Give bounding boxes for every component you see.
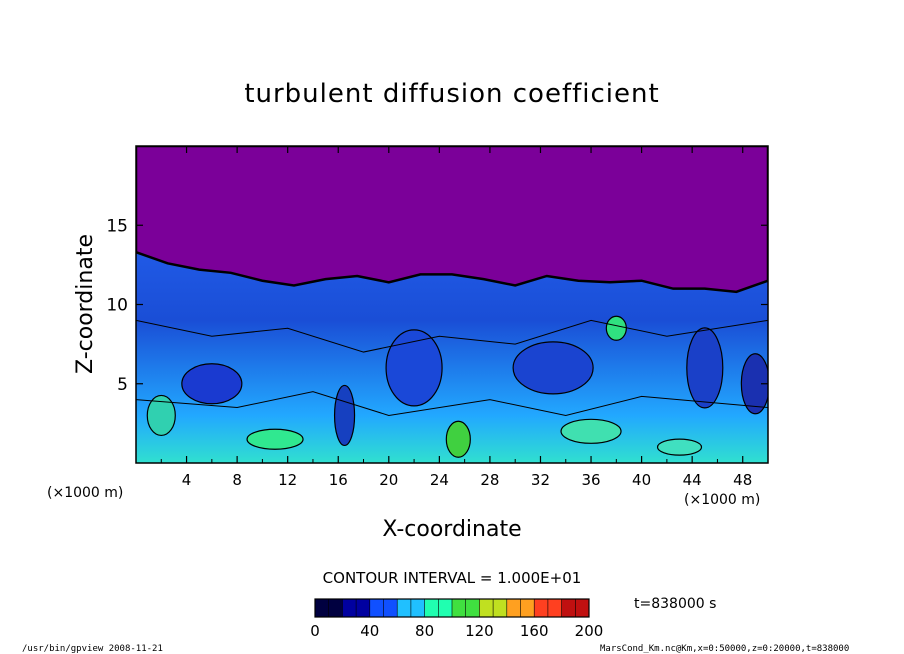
colorbar-tick-label: 200 xyxy=(575,622,604,640)
x-tick-label: 44 xyxy=(683,471,702,489)
footer-right: MarsCond_Km.nc@Km,x=0:50000,z=0:20000,t=… xyxy=(600,644,849,654)
eddy xyxy=(181,363,243,405)
field-features xyxy=(136,315,768,458)
x-tick-label: 8 xyxy=(232,471,242,489)
eddy xyxy=(512,341,594,395)
x-tick-label: 24 xyxy=(430,471,449,489)
y-axis: 5 10 15 xyxy=(106,216,768,395)
eddy xyxy=(656,438,703,456)
x-tick-label: 28 xyxy=(480,471,499,489)
eddy xyxy=(246,428,304,450)
time-label: t=838000 s xyxy=(634,596,716,612)
y-tick-label: 15 xyxy=(106,216,128,236)
colorbar xyxy=(314,599,590,617)
x-tick-label: 48 xyxy=(733,471,752,489)
eddy xyxy=(445,420,471,458)
x-unit-left: (×1000 m) xyxy=(47,485,123,501)
contour-line xyxy=(136,391,768,416)
colorbar-ticks: 0 40 80 120 160 200 xyxy=(310,622,603,640)
x-tick-label: 20 xyxy=(379,471,398,489)
x-unit-right: (×1000 m) xyxy=(684,492,760,508)
upper-region xyxy=(136,146,768,294)
colorbar-tick-label: 120 xyxy=(465,622,494,640)
eddy xyxy=(740,353,768,415)
eddy xyxy=(146,394,176,437)
y-tick-label: 10 xyxy=(106,296,128,316)
colorbar-tick-label: 40 xyxy=(360,622,379,640)
x-tick-label: 12 xyxy=(278,471,297,489)
colorbar-frame xyxy=(314,598,590,618)
contour-line xyxy=(136,319,768,353)
x-axis: 4 8 12 16 20 24 28 32 36 40 44 48 xyxy=(160,146,752,489)
x-tick-label: 36 xyxy=(581,471,600,489)
colorbar-tick-label: 80 xyxy=(415,622,434,640)
y-axis-label: Z-coordinate xyxy=(73,234,98,374)
colorbar-tick-label: 160 xyxy=(520,622,549,640)
chart-title: turbulent diffusion coefficient xyxy=(244,79,659,109)
contour-interval-label: CONTOUR INTERVAL = 1.000E+01 xyxy=(323,569,582,587)
x-axis-label: X-coordinate xyxy=(382,517,521,542)
x-tick-label: 40 xyxy=(632,471,651,489)
eddy xyxy=(560,418,622,444)
y-tick-label: 5 xyxy=(117,375,128,395)
footer-left: /usr/bin/gpview 2008-11-21 xyxy=(22,644,163,654)
plot-area xyxy=(136,146,768,463)
x-tick-label: 4 xyxy=(182,471,192,489)
eddy xyxy=(333,384,356,447)
colorbar-tick-label: 0 xyxy=(310,622,320,640)
eddy xyxy=(686,327,724,409)
eddy xyxy=(605,315,627,341)
x-tick-label: 16 xyxy=(329,471,348,489)
x-tick-label: 32 xyxy=(531,471,550,489)
eddy xyxy=(385,329,443,407)
